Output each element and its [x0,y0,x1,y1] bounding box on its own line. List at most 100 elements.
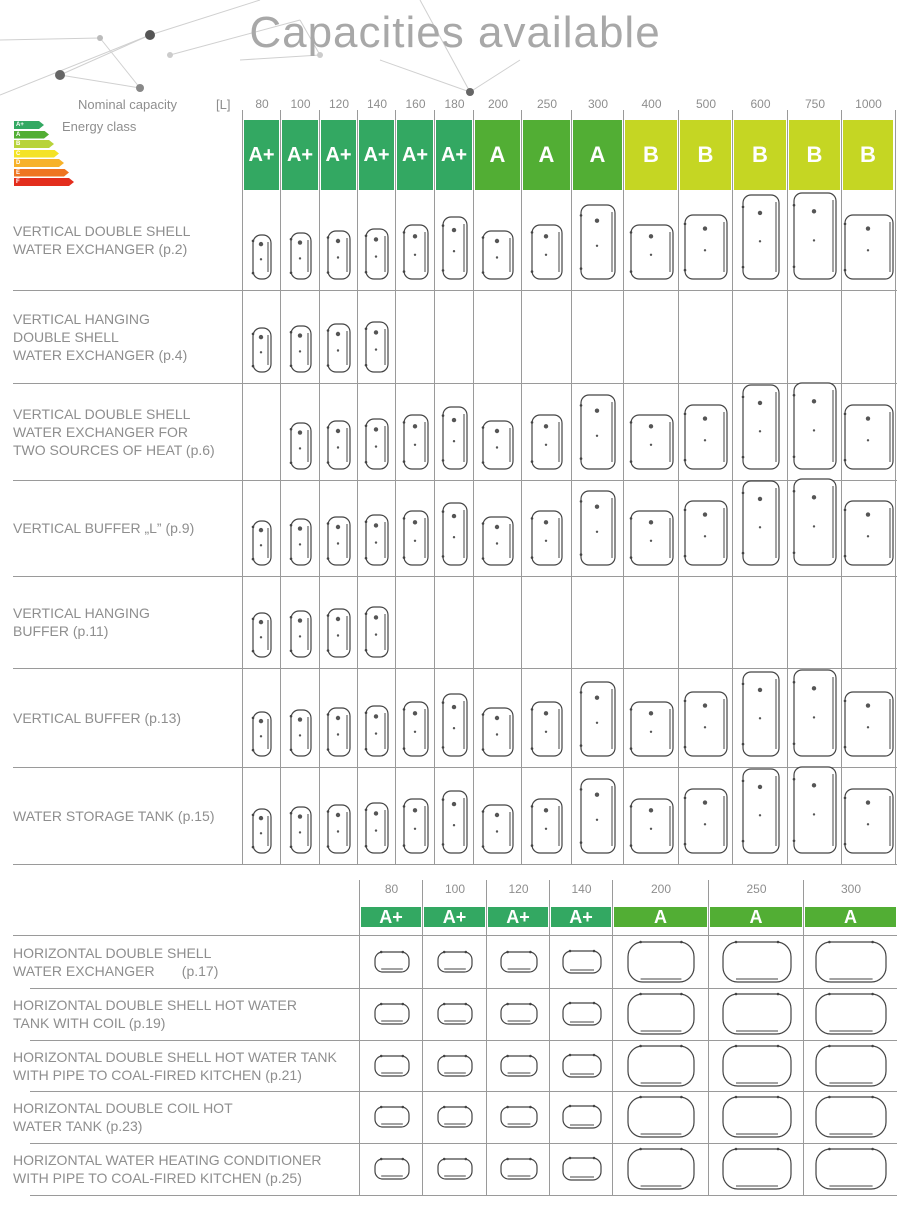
horizontal-tank-icon [561,949,602,974]
vertical-tank-icon [629,414,674,470]
product-row-label: HORIZONTAL DOUBLE SHELL HOT WATER TANK W… [13,1048,337,1083]
column-divider [623,110,624,864]
horizontal-tank-icon [627,1147,695,1190]
capacity-300: 300 [587,97,609,111]
horizontal-tank-icon [561,1156,602,1181]
vertical-tank-icon [402,510,429,566]
energy-class-badge: A+ [424,907,485,927]
energy-class-badge: A [523,120,570,190]
horizontal-tank-icon [373,1105,410,1128]
vertical-tank-icon [683,788,728,854]
row-divider [13,935,897,936]
vertical-tank-icon [364,606,389,658]
product-row-label: VERTICAL DOUBLE SHELL WATER EXCHANGER FO… [13,405,215,458]
energy-scale-item-C: C [14,149,59,158]
vertical-tank-icon [402,224,429,280]
vertical-tank-icon [741,480,780,566]
horizontal-tank-icon [721,1044,792,1087]
capacity-100: 100 [444,882,466,896]
capacity-80: 80 [384,882,399,896]
vertical-tank-icon [289,709,312,757]
horizontal-tank-icon [561,1053,602,1078]
capacity-120: 120 [328,97,350,111]
column-divider [521,110,522,864]
energy-scale-item-A+: A+ [14,121,44,129]
vertical-tank-icon [251,808,272,854]
column-divider [612,880,613,1195]
energy-class-badge: A+ [397,120,433,190]
horizontal-tank-icon [627,940,695,983]
page-title: Capacities available [249,8,661,57]
horizontal-tank-icon [627,1044,695,1087]
row-divider [30,1195,897,1196]
energy-class-label: Energy class [62,119,137,134]
vertical-tank-icon [289,232,312,280]
vertical-tank-icon [481,707,514,757]
column-divider [708,880,709,1195]
vertical-tank-icon [251,234,272,280]
row-divider [13,767,897,768]
column-divider [280,110,281,864]
column-divider [422,880,423,1195]
energy-class-badge: A+ [282,120,318,190]
vertical-tank-icon [741,384,780,470]
column-divider [549,880,550,1195]
energy-class-badge: B [734,120,786,190]
horizontal-tank-icon [815,1095,887,1138]
vertical-tank-icon [326,707,351,757]
horizontal-tank-icon [437,1002,473,1025]
vertical-tank-icon [792,478,837,566]
energy-class-badge: A+ [551,907,611,927]
horizontal-tank-icon [721,1095,792,1138]
vertical-tank-icon [481,516,514,566]
network-decoration [0,0,521,96]
vertical-tank-icon [683,691,728,757]
row-divider [13,668,897,669]
horizontal-tank-icon [721,992,792,1035]
product-row-label: WATER STORAGE TANK (p.15) [13,807,215,824]
horizontal-tank-icon [499,1002,538,1025]
energy-class-badge: A+ [436,120,472,190]
energy-class-badge: B [680,120,731,190]
vertical-tank-icon [326,608,351,658]
vertical-tank-icon [741,671,780,757]
capacity-500: 500 [695,97,717,111]
product-row-label: VERTICAL DOUBLE SHELL WATER EXCHANGER (p… [13,223,191,257]
vertical-tank-icon [326,323,351,373]
vertical-tank-icon [326,804,351,854]
column-divider [434,110,435,864]
product-row-label: HORIZONTAL DOUBLE SHELL HOT WATER TANK W… [13,997,297,1031]
vertical-tank-icon [364,705,389,757]
vertical-tank-icon [843,214,894,280]
horizontal-tank-icon [499,950,538,973]
product-row-label: VERTICAL HANGING DOUBLE SHELL WATER EXCH… [13,310,188,363]
vertical-tank-icon [530,798,563,854]
vertical-tank-icon [289,518,312,566]
capacity-250: 250 [746,882,767,896]
vertical-tank-icon [402,798,429,854]
vertical-tank-icon [683,404,728,470]
energy-class-badge: A+ [244,120,279,190]
row-divider [13,290,897,291]
horizontal-tank-icon [437,1157,473,1180]
row-divider [13,864,897,865]
capacity-200: 200 [487,97,509,111]
vertical-tank-icon [579,681,616,757]
capacity-600: 600 [750,97,771,111]
vertical-tank-icon [792,766,837,854]
horizontal-tank-icon [373,1157,410,1180]
vertical-tank-icon [364,802,389,854]
vertical-tank-icon [579,394,616,470]
horizontal-tank-icon [627,992,695,1035]
vertical-tank-icon [481,230,514,280]
vertical-tank-icon [579,778,616,854]
vertical-tank-icon [579,204,616,280]
vertical-tank-icon [741,768,780,854]
product-row-label: VERTICAL BUFFER „L” (p.9) [13,520,195,536]
vertical-tank-icon [289,325,312,373]
energy-class-badge: A [805,907,896,927]
vertical-tank-icon [843,404,894,470]
vertical-tank-icon [683,500,728,566]
horizontal-tank-icon [721,1147,792,1190]
column-divider [319,110,320,864]
